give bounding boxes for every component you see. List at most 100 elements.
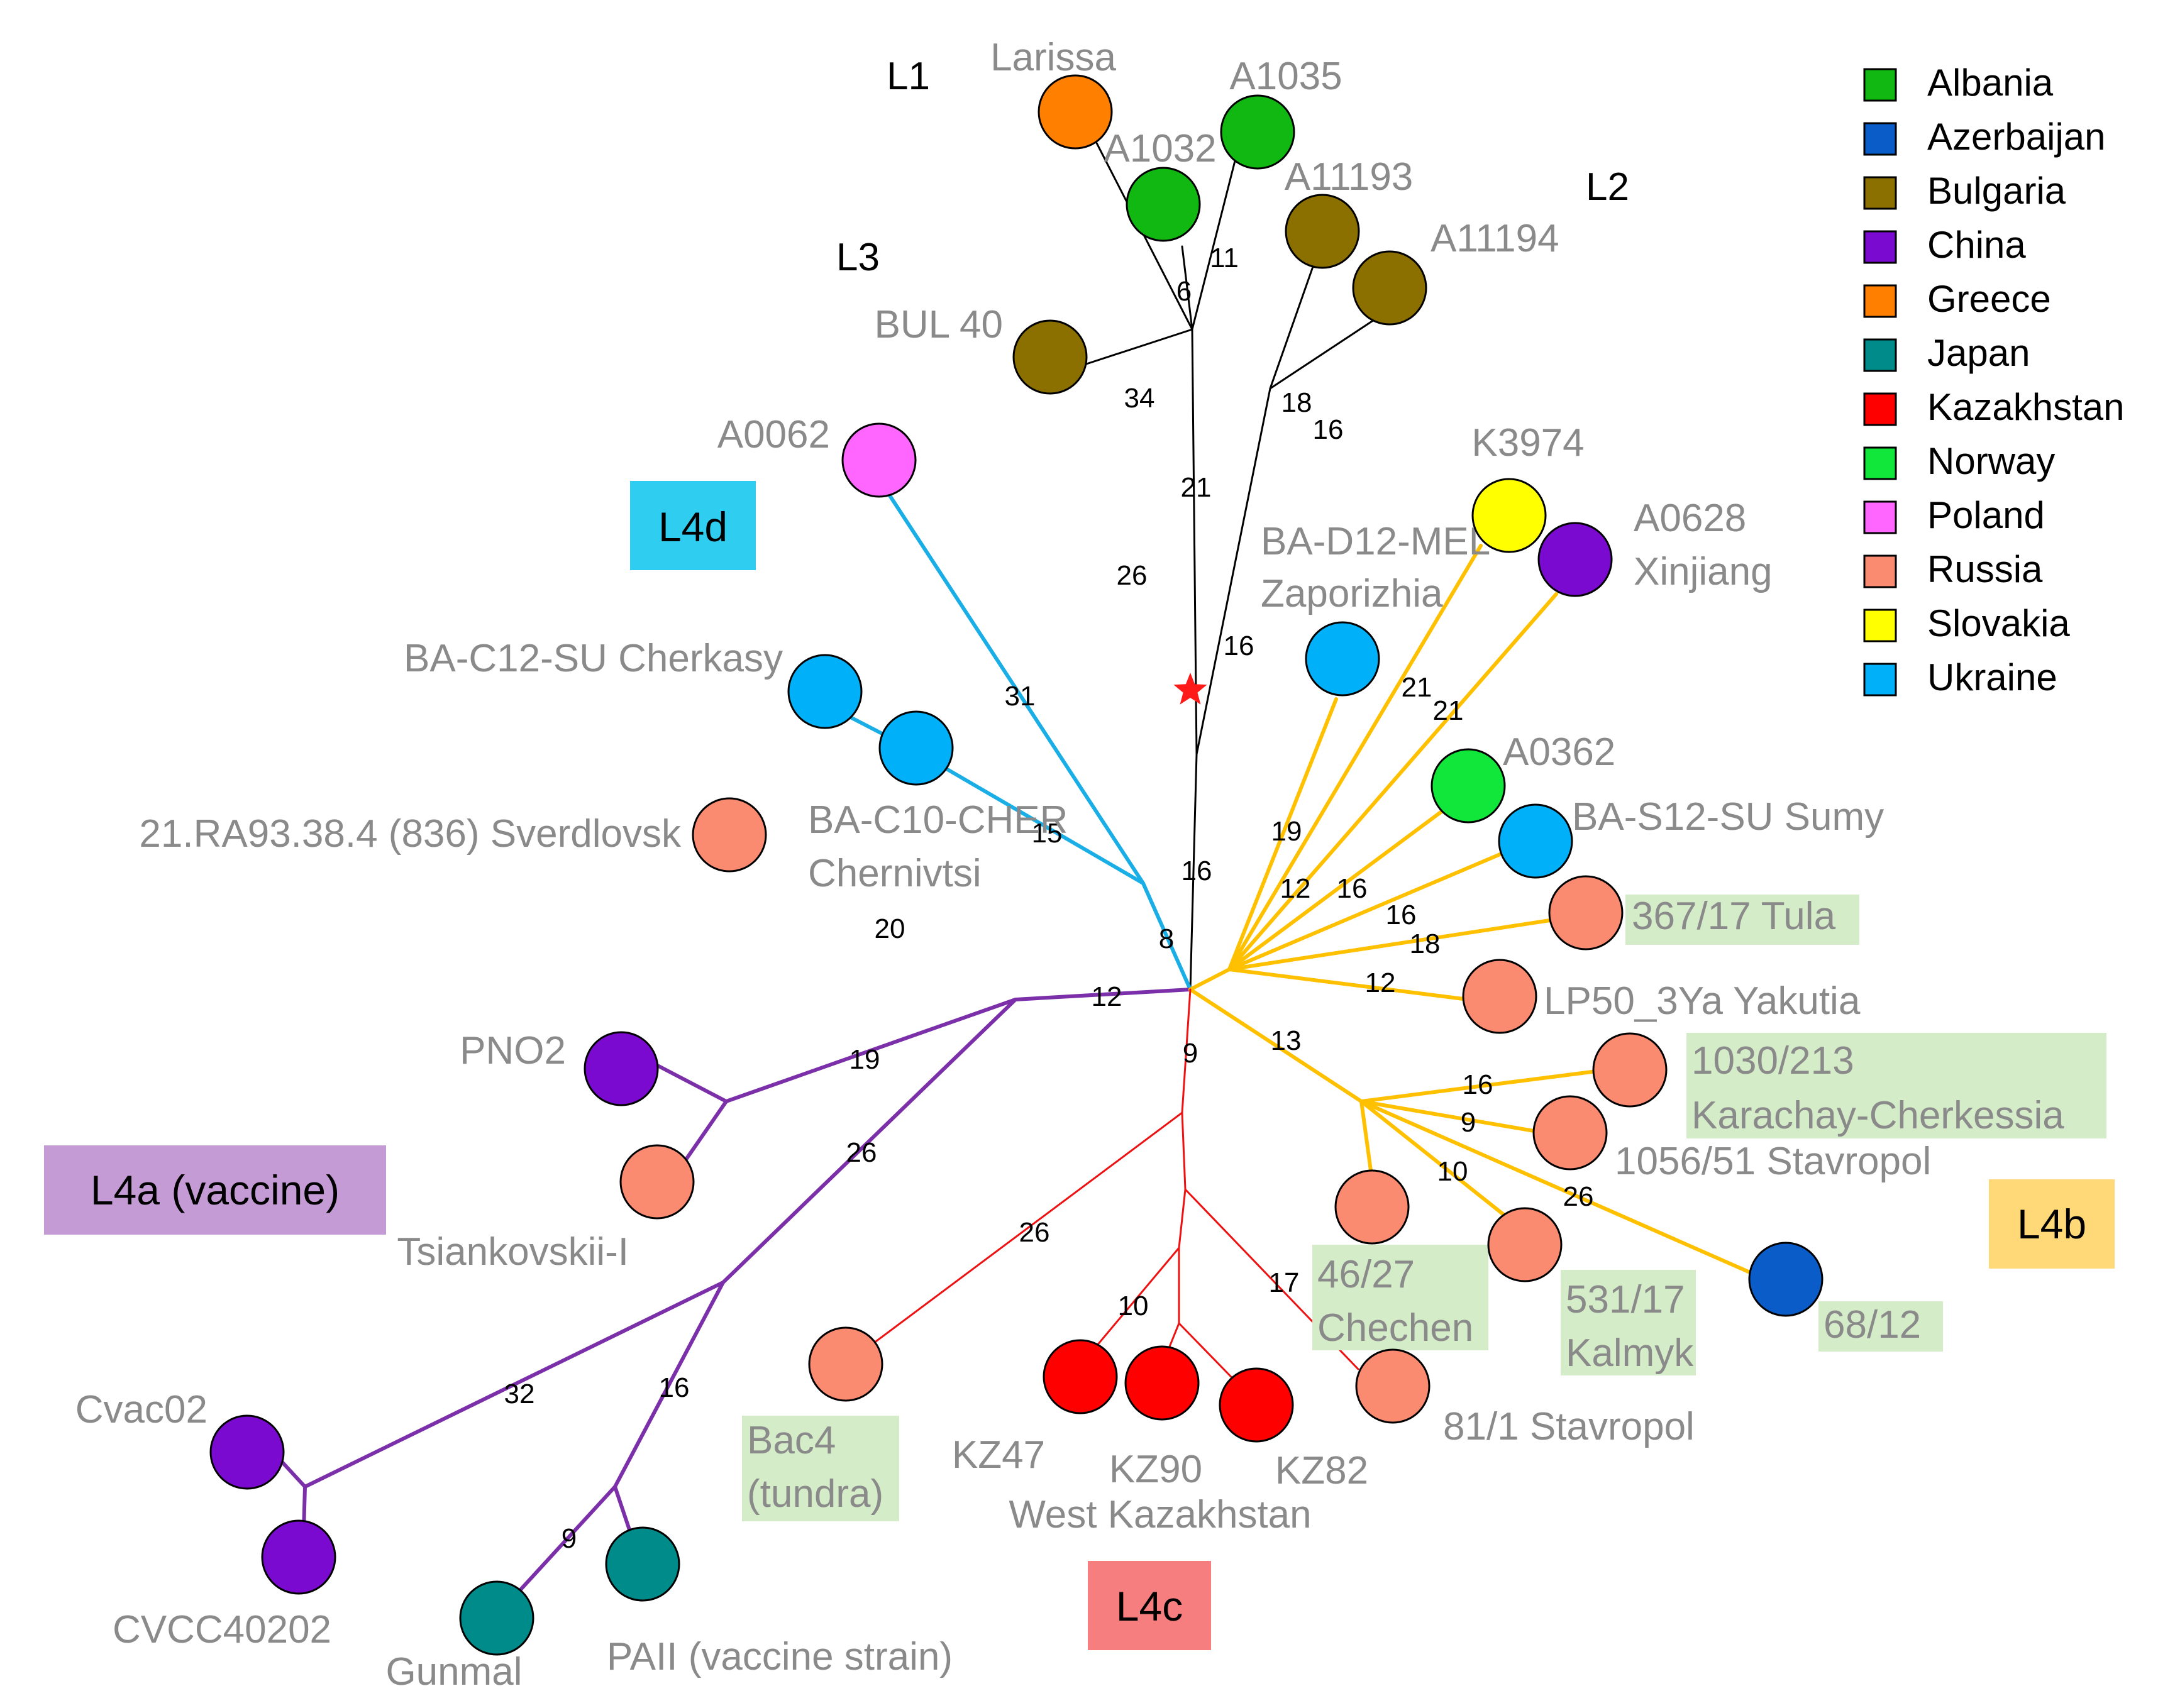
strain-node-ba-s12-su-sumy bbox=[1498, 803, 1573, 879]
branch-l4a-21 bbox=[613, 1281, 725, 1489]
legend-swatch-azerbaijan bbox=[1863, 122, 1897, 156]
strain-label-531-17: 531/17 bbox=[1566, 1278, 1685, 1321]
strain-node-paii-vaccine-strain bbox=[605, 1526, 680, 1602]
branch-length-pasteur_clade: 16 bbox=[659, 1372, 690, 1403]
strain-node-bac4 bbox=[808, 1326, 883, 1402]
strain-label-kz82: KZ82 bbox=[1275, 1449, 1368, 1492]
label-highlight-367-17-tula bbox=[1625, 895, 1859, 945]
branch-length-l2_stem: 16 bbox=[1224, 631, 1254, 661]
legend-label-bulgaria: Bulgaria bbox=[1927, 170, 2066, 212]
branch-root-1 bbox=[1191, 328, 1198, 756]
legend-label-poland: Poland bbox=[1927, 494, 2045, 536]
branch-length-sverdlovsk: 20 bbox=[875, 913, 905, 944]
branch-l4b-27 bbox=[1227, 697, 1338, 971]
strain-label-a1035: A1035 bbox=[1229, 55, 1342, 98]
strain-node-k3974 bbox=[1471, 478, 1547, 553]
strain-node-gunmal bbox=[459, 1580, 534, 1656]
strain-node-21-ra93-38-4-836-sverdlovsk bbox=[692, 797, 767, 873]
strain-node-ba-d12-mel bbox=[1305, 621, 1380, 697]
branch-l4b-28 bbox=[1227, 785, 1476, 971]
strain-node-ba-c12-su-cherkasy bbox=[787, 654, 863, 729]
strain-node-1056-51-stavropol bbox=[1532, 1095, 1608, 1171]
strain-location-531-17: Kalmyk bbox=[1566, 1331, 1694, 1375]
strain-label-paii-vaccine-strain: PAII (vaccine strain) bbox=[607, 1635, 953, 1678]
branch-length-yakutia_a: 18 bbox=[1410, 928, 1441, 959]
strain-label-a0062: A0062 bbox=[717, 413, 830, 456]
branch-length-tula: 16 bbox=[1386, 900, 1417, 930]
branch-l4b-31 bbox=[1227, 967, 1470, 1001]
strain-location-ba-c10-cher: Chernivtsi bbox=[808, 852, 982, 895]
strain-node-kz90 bbox=[1124, 1345, 1200, 1421]
legend-label-albania: Albania bbox=[1927, 62, 2054, 104]
legend-swatch-greece bbox=[1863, 284, 1897, 318]
group-box-l4a bbox=[44, 1145, 386, 1235]
branch-l4b-29 bbox=[1227, 850, 1508, 971]
strain-node-larissa bbox=[1038, 74, 1113, 150]
strain-location-bac4: (tundra) bbox=[747, 1472, 883, 1516]
label-highlight-bac4 bbox=[742, 1416, 899, 1521]
root-star-icon bbox=[1173, 673, 1207, 705]
strain-label-1056-51-stavropol: 1056/51 Stavropol bbox=[1615, 1140, 1931, 1183]
strain-label-21-ra93-38-4-836-sverdlovsk: 21.RA93.38.4 (836) Sverdlovsk bbox=[139, 812, 682, 856]
branch-length-sumy: 16 bbox=[1337, 873, 1368, 904]
legend-swatch-kazakhstan bbox=[1863, 392, 1897, 426]
legend-label-russia: Russia bbox=[1927, 548, 2043, 590]
strain-label-bul-40: BUL 40 bbox=[875, 303, 1004, 346]
branch-length-a11193: 18 bbox=[1281, 387, 1312, 418]
strain-node-cvcc40202 bbox=[261, 1519, 336, 1595]
branch-length-bul40: 26 bbox=[1117, 560, 1148, 591]
branch-length-a11194: 16 bbox=[1313, 414, 1344, 445]
branch-length-trunk: 16 bbox=[1182, 856, 1212, 886]
strain-label-a11194: A11194 bbox=[1431, 217, 1559, 260]
branch-length-k3974: 21 bbox=[1402, 672, 1432, 703]
strain-node-pno2 bbox=[584, 1031, 659, 1106]
strain-nodes bbox=[209, 74, 1824, 1656]
legend-swatch-norway bbox=[1863, 446, 1897, 480]
legend-swatch-russia bbox=[1863, 554, 1897, 588]
strain-location-46-27: Chechen bbox=[1317, 1306, 1473, 1350]
legend-swatch-albania bbox=[1863, 68, 1897, 102]
branch-length-yakutia_b: 12 bbox=[1365, 967, 1396, 998]
branch-l4c-40 bbox=[1181, 1111, 1187, 1191]
legend-label-china: China bbox=[1927, 224, 2026, 266]
strain-node-a11193 bbox=[1285, 194, 1360, 269]
branch-length-cherkasy_pair: 15 bbox=[1032, 818, 1063, 849]
branch-root-0 bbox=[1189, 753, 1198, 991]
strain-label-ba-s12-su-sumy: BA-S12-SU Sumy bbox=[1572, 795, 1884, 839]
strain-node-tsiankovskii-i bbox=[619, 1144, 695, 1220]
branch-l4b-25 bbox=[1227, 544, 1483, 971]
branch-length-a0362: 12 bbox=[1280, 873, 1311, 904]
branch-l4b-33 bbox=[1359, 1068, 1608, 1103]
country-legend: Albania Azerbaijan Bulgaria China Greece Japa… bbox=[1863, 62, 2125, 698]
branch-length-karachay: 16 bbox=[1463, 1069, 1493, 1100]
branch-length-l4a_stem: 12 bbox=[1092, 981, 1122, 1012]
label-highlight-1030-213 bbox=[1686, 1033, 2106, 1138]
strain-location-ba-d12-mel: Zaporizhia bbox=[1261, 572, 1443, 615]
branch-root-2 bbox=[1181, 245, 1193, 331]
branch-l4a-17 bbox=[721, 998, 1017, 1284]
branch-l4b-34 bbox=[1359, 1099, 1539, 1133]
branch-l4d-11 bbox=[914, 749, 1145, 885]
branch-l4b-32 bbox=[1188, 988, 1363, 1103]
legend-swatch-bulgaria bbox=[1863, 176, 1897, 210]
strain-node-367-17-tula bbox=[1548, 875, 1624, 950]
strain-label-ba-c12-su-cherkasy: BA-C12-SU Cherkasy bbox=[404, 637, 783, 680]
branch-length-a1032: 6 bbox=[1176, 276, 1192, 307]
group-label-l4a: L4a (vaccine) bbox=[91, 1167, 340, 1213]
strain-label-pno2: PNO2 bbox=[460, 1029, 566, 1072]
branch-l4a-14 bbox=[724, 998, 1017, 1103]
branch-l4d-10 bbox=[872, 470, 1145, 885]
strain-node-ba-c10-cher bbox=[878, 710, 954, 786]
label-highlight-46-27 bbox=[1312, 1245, 1488, 1350]
strain-node-46-27 bbox=[1334, 1169, 1410, 1245]
branch-l4d-9 bbox=[1141, 881, 1192, 991]
strain-label-a0362: A0362 bbox=[1503, 730, 1615, 774]
legend-label-norway: Norway bbox=[1927, 440, 2055, 482]
strain-node-lp50-3ya-yakutia bbox=[1462, 959, 1537, 1034]
branch-l4b-37 bbox=[1359, 1099, 1757, 1277]
branch-l4b-36 bbox=[1359, 1099, 1517, 1226]
branch-l4b-30 bbox=[1227, 917, 1560, 971]
branch-length-larissa: 34 bbox=[1124, 383, 1155, 414]
label-highlights bbox=[742, 895, 2106, 1521]
strain-location-a0628: Xinjiang bbox=[1634, 550, 1773, 593]
